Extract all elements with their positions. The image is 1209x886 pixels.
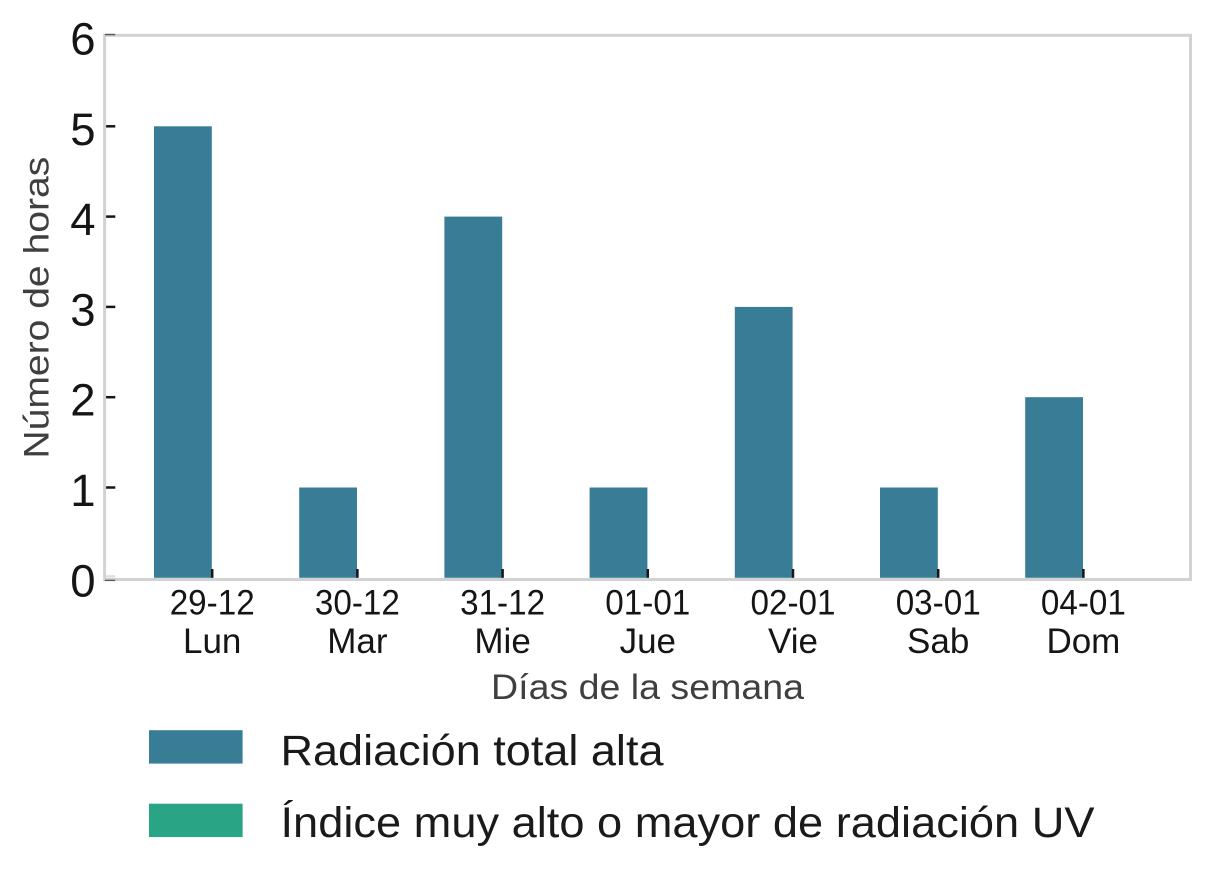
svg-text:Jue: Jue — [620, 622, 676, 661]
svg-text:Radiación total alta: Radiación total alta — [281, 728, 664, 775]
svg-text:2: 2 — [70, 375, 95, 426]
svg-text:4: 4 — [70, 194, 95, 245]
svg-text:Lun: Lun — [183, 622, 241, 661]
svg-text:04-01: 04-01 — [1041, 584, 1126, 623]
svg-text:Mar: Mar — [327, 622, 388, 661]
svg-text:03-01: 03-01 — [896, 584, 981, 623]
svg-text:Días de la semana: Días de la semana — [491, 667, 804, 707]
svg-text:3: 3 — [70, 284, 95, 335]
svg-text:Sab: Sab — [907, 622, 969, 661]
svg-text:0: 0 — [70, 555, 95, 606]
svg-text:Dom: Dom — [1046, 622, 1120, 661]
svg-text:30-12: 30-12 — [315, 584, 400, 623]
svg-text:29-12: 29-12 — [170, 584, 255, 623]
svg-text:Índice muy alto o mayor de rad: Índice muy alto o mayor de radiación UV — [281, 800, 1096, 847]
svg-text:02-01: 02-01 — [751, 584, 836, 623]
svg-text:6: 6 — [70, 14, 95, 65]
svg-text:01-01: 01-01 — [605, 584, 690, 623]
svg-text:5: 5 — [70, 104, 95, 155]
svg-text:Mie: Mie — [474, 622, 530, 661]
svg-text:Número de horas: Número de horas — [17, 157, 57, 459]
svg-text:31-12: 31-12 — [460, 584, 545, 623]
svg-text:1: 1 — [70, 465, 95, 516]
svg-text:Vie: Vie — [768, 622, 818, 661]
